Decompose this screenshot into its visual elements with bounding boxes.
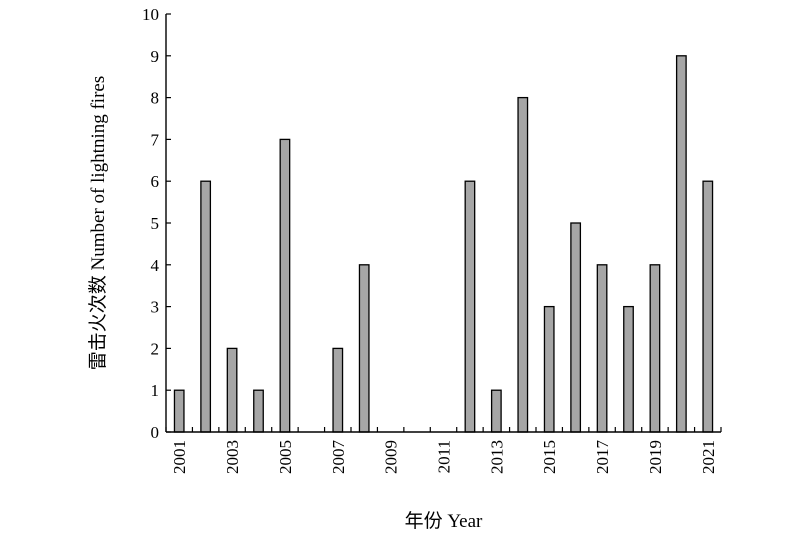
bar-2021: [702, 180, 714, 433]
x-tick-label: 2021: [699, 440, 718, 474]
x-tick-label: 2011: [435, 440, 454, 473]
y-tick-label: 6: [151, 172, 160, 191]
y-tick-label: 7: [151, 130, 160, 149]
bar-2005: [279, 138, 291, 433]
y-tick-label: 10: [142, 5, 159, 24]
bar-2004: [253, 389, 264, 433]
bar-2002: [200, 180, 212, 433]
bar-2017: [596, 264, 608, 433]
bar-2015: [543, 305, 555, 433]
bar-2014: [517, 96, 529, 433]
y-tick-label: 5: [151, 214, 160, 233]
bar-2001: [173, 389, 185, 433]
x-axis-title: 年份 Year: [405, 510, 483, 532]
bar-2008: [358, 264, 370, 433]
y-tick-label: 2: [151, 339, 160, 358]
x-tick-label: 2003: [223, 440, 242, 474]
bar-2020: [675, 55, 687, 433]
x-axis-ticks: 2001 2003 2005 2007 2009 2011 2013 2015 2017 2019…: [165, 427, 722, 475]
y-tick-label: 1: [151, 381, 160, 400]
bar-2003: [226, 347, 238, 433]
x-tick-label: 2007: [329, 440, 348, 475]
bar-2007: [332, 347, 344, 433]
bar-2018: [623, 305, 634, 433]
y-tick-label: 9: [151, 47, 160, 66]
bars-group: [173, 55, 714, 433]
y-tick-label: 0: [151, 423, 160, 442]
y-tick-label: 3: [151, 298, 160, 317]
bar-2016: [570, 222, 582, 433]
x-tick-label: 2019: [646, 440, 665, 474]
bar-2012: [464, 180, 476, 433]
x-tick-label: 2001: [170, 440, 189, 474]
y-axis-ticks: 0 1 2 3 4 5 6 7 8 9 10: [142, 5, 171, 442]
x-tick-label: 2009: [382, 440, 401, 474]
y-tick-label: 4: [151, 256, 160, 275]
y-axis-title: 雷击火次数 Number of lightning fires: [87, 76, 109, 370]
bar-2013: [490, 389, 502, 433]
x-tick-label: 2015: [540, 440, 559, 474]
x-tick-label: 2017: [593, 440, 612, 475]
bar-2019: [649, 264, 661, 433]
y-tick-label: 8: [151, 89, 160, 108]
x-tick-label: 2013: [487, 440, 506, 474]
x-tick-label: 2005: [276, 440, 295, 474]
